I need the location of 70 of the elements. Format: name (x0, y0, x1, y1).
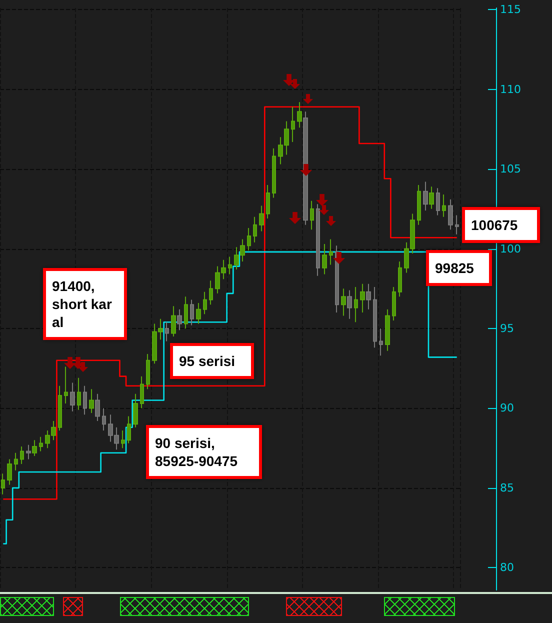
candlestick (89, 388, 94, 414)
candlestick (228, 256, 232, 275)
candlestick (177, 308, 182, 331)
candlestick (1, 473, 5, 495)
candlestick (140, 376, 144, 409)
candlestick (360, 283, 365, 314)
y-tick-label: 110 (500, 82, 521, 96)
y-tick-label: 105 (500, 162, 521, 176)
annotation: 90 serisi, 85925-90475 (155, 435, 238, 469)
candlestick (171, 306, 176, 337)
annotation: 91400, short kar al (52, 278, 116, 330)
candlestick (253, 216, 257, 243)
candlestick (102, 408, 106, 432)
candlestick (165, 322, 169, 342)
candlestick (121, 430, 125, 449)
candlestick (436, 188, 440, 216)
candlestick (310, 200, 314, 230)
y-tick-label: 85 (500, 481, 514, 494)
candlestick (354, 286, 358, 323)
candlestick (20, 446, 24, 465)
candlestick (95, 393, 100, 422)
candlestick (398, 261, 402, 298)
candlestick (442, 194, 446, 218)
candlestick (127, 416, 131, 444)
candlestick (70, 382, 75, 412)
candlestick (14, 452, 18, 471)
candlestick (190, 299, 194, 326)
candlestick (146, 354, 150, 390)
candlestick (329, 238, 333, 266)
candlestick (39, 436, 43, 452)
candlestick (341, 288, 346, 316)
candlestick (448, 198, 453, 230)
annotation: 95 serisi (179, 353, 236, 369)
candlestick (429, 186, 434, 210)
candlestick (423, 181, 428, 212)
candlestick (291, 106, 295, 142)
candlestick (392, 286, 396, 322)
candlestick (64, 366, 68, 404)
candlestick (316, 204, 320, 276)
candlestick (77, 377, 81, 410)
candlestick (247, 228, 251, 251)
candlestick (83, 385, 87, 416)
annotation: 99825 (435, 260, 474, 276)
candlestick (417, 184, 421, 226)
y-tick-label: 95 (500, 322, 514, 335)
candlestick (26, 444, 31, 460)
y-tick-label: 115 (500, 3, 521, 16)
candlestick (184, 296, 188, 329)
candlestick (196, 302, 201, 324)
candlestick (373, 286, 377, 348)
candlestick (347, 290, 352, 320)
candlestick (266, 184, 270, 219)
candlestick (379, 328, 383, 356)
candlestick (58, 385, 62, 432)
candlestick (259, 205, 264, 232)
candlestick (322, 243, 327, 275)
candlestick (203, 291, 207, 315)
candlestick (133, 393, 138, 428)
text: 100675 (471, 217, 518, 233)
candlestick (32, 440, 37, 457)
candlestick (366, 283, 371, 310)
candlestick (7, 458, 12, 486)
candlestick (209, 280, 213, 306)
candlestick (272, 148, 276, 198)
y-tick-label: 100 (500, 242, 521, 256)
y-tick-label: 90 (500, 402, 514, 415)
candlestick (385, 308, 390, 352)
candlestick (455, 214, 459, 235)
candlestick (297, 102, 302, 128)
y-tick-label: 80 (500, 561, 514, 574)
